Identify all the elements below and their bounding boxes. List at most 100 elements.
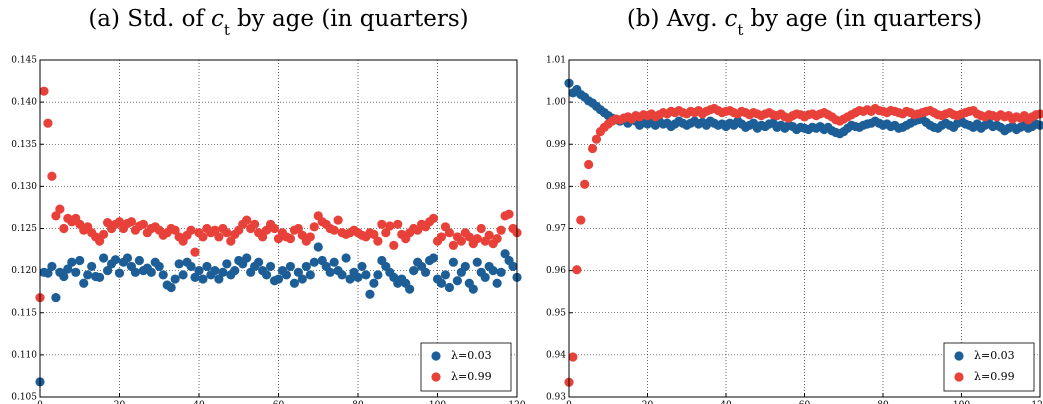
point xyxy=(198,274,208,284)
point xyxy=(297,274,307,284)
point xyxy=(492,278,502,288)
point xyxy=(488,266,498,276)
point xyxy=(178,270,188,280)
plot-frame xyxy=(568,59,1041,398)
y-tick-label: 0.120 xyxy=(11,266,37,276)
point xyxy=(210,225,220,235)
point xyxy=(480,272,490,282)
point xyxy=(405,284,415,294)
y-tick-label: 0.94 xyxy=(546,350,566,360)
point xyxy=(47,171,57,181)
point xyxy=(591,134,602,144)
legend-marker xyxy=(954,372,964,382)
point xyxy=(373,236,383,246)
point xyxy=(293,223,303,234)
legend-label: λ=0.99 xyxy=(451,370,492,383)
point xyxy=(369,229,379,239)
point xyxy=(146,267,156,277)
point xyxy=(273,274,284,284)
point xyxy=(476,223,486,234)
point xyxy=(444,282,455,293)
point xyxy=(377,219,387,229)
plot-frame xyxy=(39,59,518,398)
point xyxy=(254,257,264,267)
point xyxy=(357,261,367,272)
point xyxy=(428,253,439,263)
x-tick-label: 20 xyxy=(642,401,654,404)
point xyxy=(186,225,196,235)
legend-label: λ=0.99 xyxy=(974,370,1015,383)
point xyxy=(444,228,455,238)
y-tick-label: 0.130 xyxy=(11,182,37,192)
chart-title: (b) Avg. ct by age (in quarters) xyxy=(627,6,982,39)
point xyxy=(158,270,168,280)
point xyxy=(369,278,379,288)
x-tick-label: 100 xyxy=(953,401,970,404)
point xyxy=(222,228,232,238)
point xyxy=(198,232,208,242)
x-tick-label: 120 xyxy=(1031,401,1043,404)
point xyxy=(186,261,196,272)
point xyxy=(305,270,315,280)
point xyxy=(59,271,69,282)
x-tick-label: 40 xyxy=(720,401,732,404)
point xyxy=(174,259,184,269)
point xyxy=(134,255,144,266)
point xyxy=(51,211,61,221)
y-tick-label: 0.105 xyxy=(11,393,37,403)
point xyxy=(170,274,180,284)
point xyxy=(250,219,260,229)
point xyxy=(190,247,200,257)
point xyxy=(154,261,164,272)
point xyxy=(75,255,85,266)
point xyxy=(242,215,252,225)
point xyxy=(126,217,137,227)
point xyxy=(389,240,399,250)
point xyxy=(95,236,105,246)
point xyxy=(468,284,478,294)
point xyxy=(309,222,319,232)
point xyxy=(1035,120,1043,130)
point xyxy=(269,223,280,234)
point xyxy=(341,253,351,263)
point xyxy=(102,266,113,276)
legend-box xyxy=(943,342,1035,392)
point xyxy=(460,261,470,272)
point xyxy=(492,234,502,244)
point xyxy=(587,143,598,154)
point xyxy=(452,276,462,286)
y-tick-label: 0.145 xyxy=(11,56,37,66)
point xyxy=(305,232,315,242)
y-tick-label: 0.98 xyxy=(546,182,566,192)
point xyxy=(63,264,73,274)
point xyxy=(345,274,355,284)
legend-label: λ=0.03 xyxy=(974,349,1015,362)
point xyxy=(51,292,61,303)
y-tick-label: 1.00 xyxy=(546,98,566,108)
x-tick-label: 60 xyxy=(273,401,285,404)
point xyxy=(114,268,125,278)
point xyxy=(210,266,220,276)
point xyxy=(281,270,292,280)
point xyxy=(202,261,212,272)
point xyxy=(110,255,121,265)
title-part: (a) Std. of xyxy=(88,6,205,32)
point xyxy=(59,223,69,234)
point xyxy=(325,267,335,277)
point xyxy=(584,159,594,170)
x-tick-label: 100 xyxy=(429,401,446,404)
title-part: c xyxy=(211,6,224,32)
x-tick-label: 80 xyxy=(877,401,889,404)
point xyxy=(496,225,506,235)
legend-marker xyxy=(431,372,441,382)
point xyxy=(214,232,224,242)
y-tick-label: 0.97 xyxy=(546,224,566,234)
point xyxy=(43,118,53,128)
point xyxy=(420,267,431,277)
point xyxy=(448,257,458,267)
point xyxy=(504,209,514,219)
point xyxy=(353,272,363,282)
point xyxy=(39,86,49,96)
point xyxy=(265,261,276,272)
title-part: t xyxy=(737,21,743,39)
